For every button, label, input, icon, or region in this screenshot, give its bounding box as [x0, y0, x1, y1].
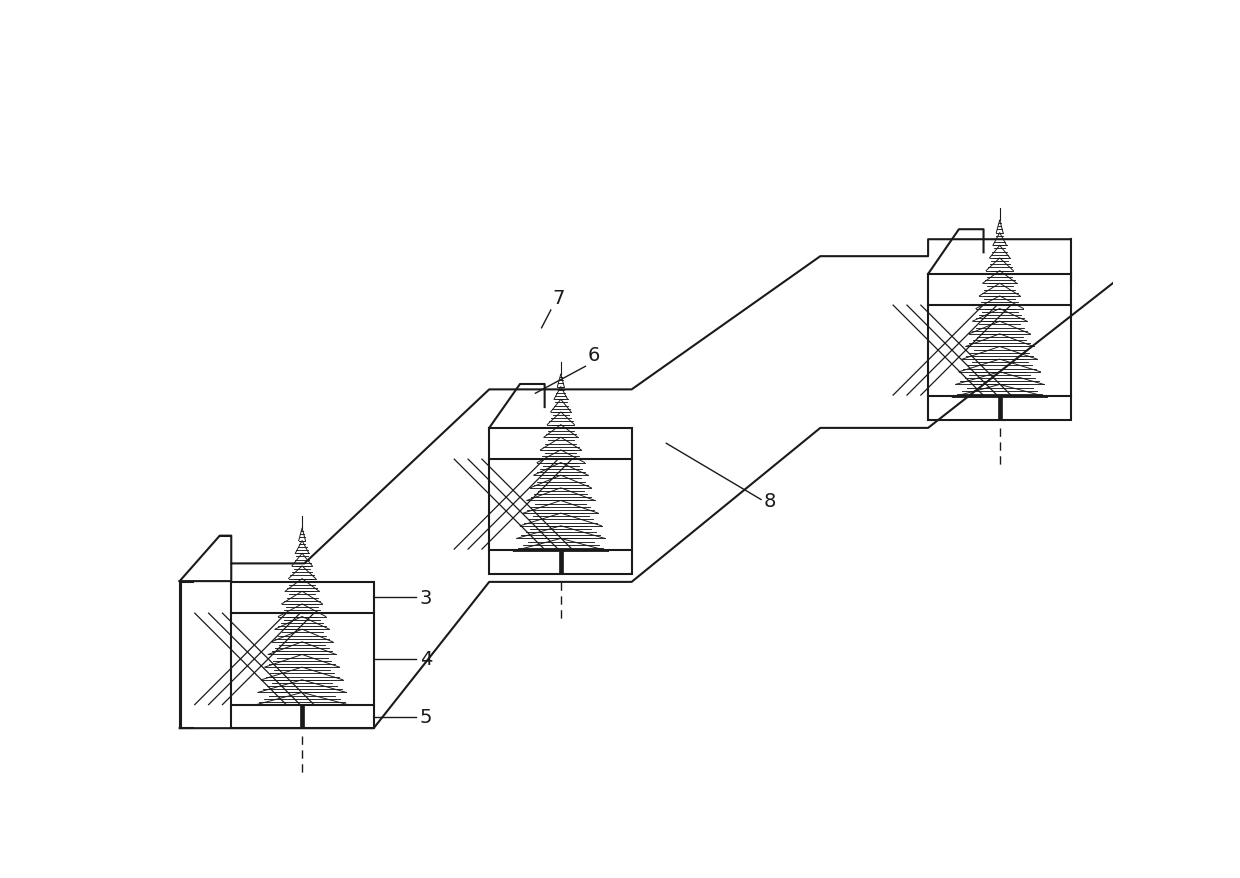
Bar: [231, 582, 373, 729]
Bar: [231, 582, 373, 729]
Bar: [300, 705, 304, 729]
Bar: [928, 275, 1070, 421]
Bar: [559, 551, 563, 574]
Text: 6: 6: [588, 346, 600, 364]
Text: 3: 3: [420, 588, 433, 607]
Bar: [998, 398, 1002, 421]
Bar: [490, 428, 631, 574]
Bar: [490, 428, 631, 574]
Text: 4: 4: [420, 650, 433, 669]
Text: 7: 7: [552, 289, 564, 307]
Text: 5: 5: [420, 708, 433, 726]
Bar: [928, 275, 1070, 421]
Text: 8: 8: [764, 491, 776, 510]
